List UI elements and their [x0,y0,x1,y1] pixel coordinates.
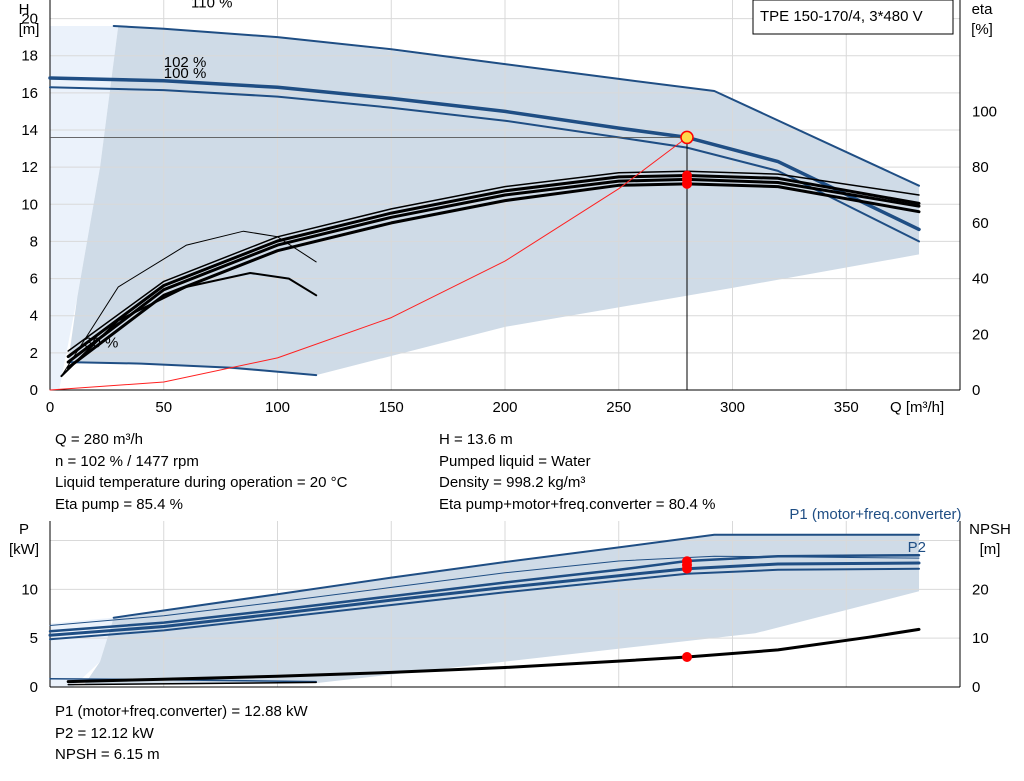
x-tick-label: 150 [379,399,404,416]
info-p1: P1 (motor+freq.converter) = 12.88 kW [55,703,308,720]
series-p1-102- [48,553,921,633]
operating-range-edge [50,26,119,390]
info-npsh: NPSH = 6.15 m [55,746,160,763]
info-power-column: P1 (motor+freq.converter) = 12.88 kW P2 … [55,701,308,766]
x-tick-label: 250 [606,399,631,416]
y-tick-label-left: 6 [30,271,38,288]
series-npsh-102- [66,627,921,684]
y-tick-label-left: 20 [21,11,38,28]
y-tick-label-left: 14 [21,122,38,139]
curve-label: 100 % [164,65,207,82]
y-tick-label-right: 20 [972,326,989,343]
y-tick-label-right: 10 [972,630,989,647]
eta-duty-point [682,170,692,181]
info-liquid-temperature: Liquid temperature during operation = 20… [55,474,348,491]
curve-label: 30 % [84,334,118,351]
chart-title: TPE 150-170/4, 3*480 V [760,8,923,25]
y-tick-label-right: 60 [972,215,989,232]
y-tick-label-left: 8 [30,233,38,250]
series-p1-100- [49,567,920,641]
series-p1-110-thin [49,555,920,626]
curve-label: P1 (motor+freq.converter) [789,506,961,523]
y-tick-label-left: 10 [21,196,38,213]
title-box [752,0,954,35]
y-tick-label-left: 5 [30,630,38,647]
series-p2-102- [48,561,921,637]
curve-label: 110 % [191,0,232,11]
info-left-column: Q = 280 m³/h n = 102 % / 1477 rpm Liquid… [55,429,347,515]
series-110- [112,25,920,187]
y-tick-label-left: 0 [30,382,38,399]
series-eta-110- [66,182,921,370]
series-eta-102- [66,177,921,364]
y-tick-label-left: 18 [21,48,38,65]
y-tick-label-left: 12 [21,159,38,176]
info-right-column: H = 13.6 m Pumped liquid = Water Density… [439,429,715,515]
series-system-curve [49,136,688,391]
info-eta-pump: Eta pump = 85.4 % [55,495,183,513]
duty-point [680,130,694,145]
operating-range-band [68,26,920,376]
y-tick-label-right: 0 [972,679,980,696]
series-100- [49,86,920,243]
info-head: H = 13.6 m [439,431,513,448]
x-tick-label: 0 [46,399,54,416]
x-tick-label: 100 [265,399,290,416]
y-tick-label-right: 100 [972,103,997,120]
series-30- [67,361,318,377]
info-flow: Q = 280 m³/h [55,431,143,448]
info-pumped-liquid: Pumped liquid = Water [439,452,591,470]
y-axis-label-right: NPSH [969,521,1011,538]
y-tick-label-left: 0 [30,679,38,696]
y-axis-label-left: H [19,1,30,18]
info-eta-total: Eta pump+motor+freq.converter = 80.4 % [439,495,716,513]
y-tick-label-right: 80 [972,159,989,176]
power-duty-point [682,563,692,574]
y-axis-unit-left: [m] [19,21,40,38]
y-tick-label-left: 4 [30,308,38,325]
npsh-duty-point [682,651,692,662]
series-p1-110- [112,533,920,619]
series-npsh-30- [67,681,317,686]
x-tick-label: 50 [155,399,172,416]
y-axis-unit-left: [kW] [9,541,39,558]
x-axis-label: Q [m³/h] [890,399,944,416]
x-tick-label: 300 [720,399,745,416]
info-speed: n = 102 % / 1477 rpm [55,452,199,470]
y-axis-unit-right: [%] [971,21,993,38]
series-eta-30- [60,272,318,378]
y-tick-label-left: 10 [21,581,38,598]
series-eta-pump-102- [67,170,920,352]
y-axis-unit-right: [m] [980,541,1001,558]
series-eta-pump-30- [60,230,317,377]
y-tick-label-left: 16 [21,85,38,102]
x-tick-label: 350 [834,399,859,416]
y-axis-label-right: eta [972,1,994,18]
y-axis-label-left: P [19,521,29,538]
curve-label: 102 % [164,54,207,71]
x-tick-label: 200 [492,399,517,416]
curve-label: P2 [908,539,926,556]
series-102- [48,76,921,232]
y-tick-label-right: 0 [972,382,980,399]
info-density: Density = 998.2 kg/m³ [439,474,586,491]
y-tick-label-right: 20 [972,581,989,598]
info-p2: P2 = 12.12 kW [55,724,154,742]
y-tick-label-right: 40 [972,271,989,288]
y-tick-label-left: 2 [30,345,38,362]
series-eta-100- [66,174,921,359]
